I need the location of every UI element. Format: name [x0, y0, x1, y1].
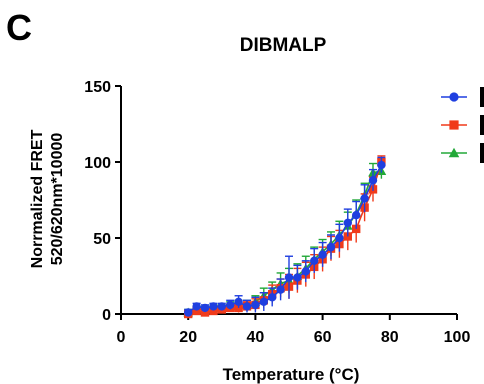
- legend-entry-triangle: [441, 143, 484, 163]
- data-point: [217, 302, 226, 311]
- x-tick-label: 100: [444, 329, 471, 346]
- data-point: [377, 160, 386, 170]
- data-point: [343, 218, 352, 227]
- x-tick-label: 40: [247, 329, 265, 346]
- data-point: [326, 242, 336, 252]
- data-point: [226, 300, 235, 310]
- data-point: [352, 211, 361, 220]
- data-point: [360, 194, 369, 203]
- legend-marker: [449, 92, 459, 102]
- data-point: [318, 250, 327, 259]
- legend-label-cropped: [480, 115, 484, 135]
- legend-marker: [449, 120, 459, 130]
- legend-label-cropped: [480, 143, 484, 163]
- data-point: [268, 293, 277, 302]
- legend-marker: [448, 147, 460, 158]
- data-point: [293, 273, 302, 282]
- data-point: [209, 306, 218, 316]
- x-axis-label: Temperature (°C): [223, 365, 360, 384]
- data-point: [276, 285, 285, 294]
- series-square: [184, 155, 386, 319]
- data-point: [209, 302, 218, 311]
- data-point: [310, 256, 319, 265]
- panel-label: C: [6, 7, 32, 48]
- data-point: [192, 306, 201, 316]
- y-tick-label: 0: [102, 307, 111, 324]
- series-layer: [183, 155, 387, 319]
- x-tick-label: 20: [179, 329, 197, 346]
- y-axis-label: Norrmalized FRET 520/620nm*10000: [29, 129, 66, 268]
- legend-label-cropped: [480, 87, 484, 107]
- x-tick-label: 0: [117, 329, 126, 346]
- data-point: [301, 267, 310, 276]
- y-tick-label: 150: [84, 79, 111, 96]
- data-point: [242, 302, 252, 311]
- data-point: [368, 176, 378, 185]
- chart-title: DIBMALP: [240, 35, 327, 56]
- axes: 0 20 40 60 80 100 0 50 100 150: [84, 79, 470, 346]
- x-tick-label: 80: [381, 329, 399, 346]
- y-tick-label: 50: [93, 231, 111, 248]
- data-point: [184, 308, 193, 317]
- y-axis-label-line-1: Norrmalized FRET: [29, 129, 46, 268]
- y-axis-label-line-2: 520/620nm*10000: [49, 133, 66, 266]
- data-point: [200, 303, 210, 313]
- y-tick-label: 100: [84, 155, 111, 172]
- data-point: [234, 297, 243, 307]
- legend-entry-square: [441, 115, 484, 135]
- data-point: [284, 273, 294, 282]
- data-point: [259, 297, 268, 307]
- legend-entry-circle: [441, 87, 484, 107]
- legend: [441, 87, 484, 163]
- series-circle: [184, 156, 386, 317]
- data-point: [200, 308, 210, 317]
- data-point: [335, 233, 344, 243]
- data-point: [192, 302, 201, 311]
- x-tick-label: 60: [314, 329, 332, 346]
- data-point: [251, 300, 260, 310]
